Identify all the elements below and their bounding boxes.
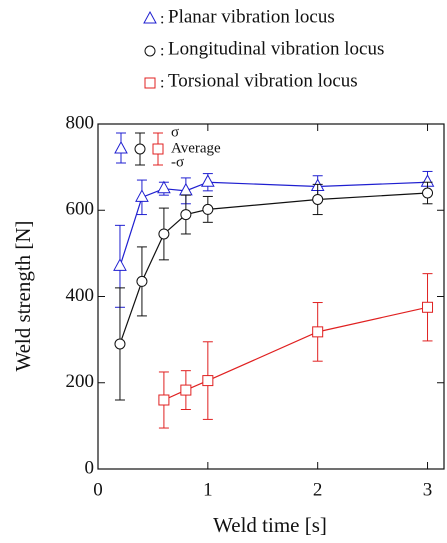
marker bbox=[157, 180, 171, 194]
plot-frame bbox=[97, 123, 445, 470]
marker bbox=[422, 301, 434, 313]
legend-label: Torsional vibration locus bbox=[168, 70, 358, 91]
marker bbox=[312, 193, 324, 205]
inset-marker bbox=[134, 143, 146, 155]
marker bbox=[202, 203, 214, 215]
marker bbox=[114, 338, 126, 350]
inset-marker bbox=[152, 143, 164, 155]
legend-separator: : bbox=[160, 75, 164, 92]
inset-lower: -σ bbox=[171, 154, 184, 170]
x-axis-label: Weld time [s] bbox=[213, 513, 327, 537]
inset-marker bbox=[114, 140, 128, 154]
marker bbox=[180, 209, 192, 221]
marker bbox=[136, 275, 148, 287]
legend-marker bbox=[143, 10, 157, 24]
marker bbox=[135, 189, 149, 202]
inset-middle: Average bbox=[171, 140, 221, 156]
legend-label: Planar vibration locus bbox=[168, 6, 335, 27]
legend-marker bbox=[144, 45, 156, 57]
marker bbox=[158, 394, 170, 406]
legend-separator: : bbox=[160, 43, 164, 60]
marker bbox=[422, 187, 434, 199]
marker bbox=[113, 258, 127, 271]
legend-marker bbox=[144, 77, 156, 89]
inset-upper: σ bbox=[171, 124, 179, 140]
x-tick-label: 3 bbox=[423, 479, 433, 500]
marker bbox=[180, 384, 192, 396]
marker bbox=[200, 174, 215, 187]
x-tick-label: 1 bbox=[203, 479, 213, 500]
series-line bbox=[119, 192, 428, 345]
x-tick-label: 0 bbox=[93, 479, 103, 500]
y-axis-label: Weld strength [N] bbox=[11, 220, 35, 371]
y-tick-label: 200 bbox=[66, 371, 95, 392]
marker bbox=[312, 326, 324, 338]
legend-label: Longitudinal vibration locus bbox=[168, 38, 384, 59]
y-tick-label: 0 bbox=[85, 457, 95, 478]
marker bbox=[202, 375, 214, 387]
legend-separator: : bbox=[160, 11, 164, 28]
y-tick-label: 800 bbox=[66, 112, 95, 133]
marker bbox=[158, 228, 170, 240]
y-tick-label: 600 bbox=[66, 199, 95, 220]
inset-legend: σ Average -σ bbox=[114, 124, 221, 170]
x-tick-label: 2 bbox=[313, 479, 323, 500]
y-tick-label: 400 bbox=[66, 285, 95, 306]
